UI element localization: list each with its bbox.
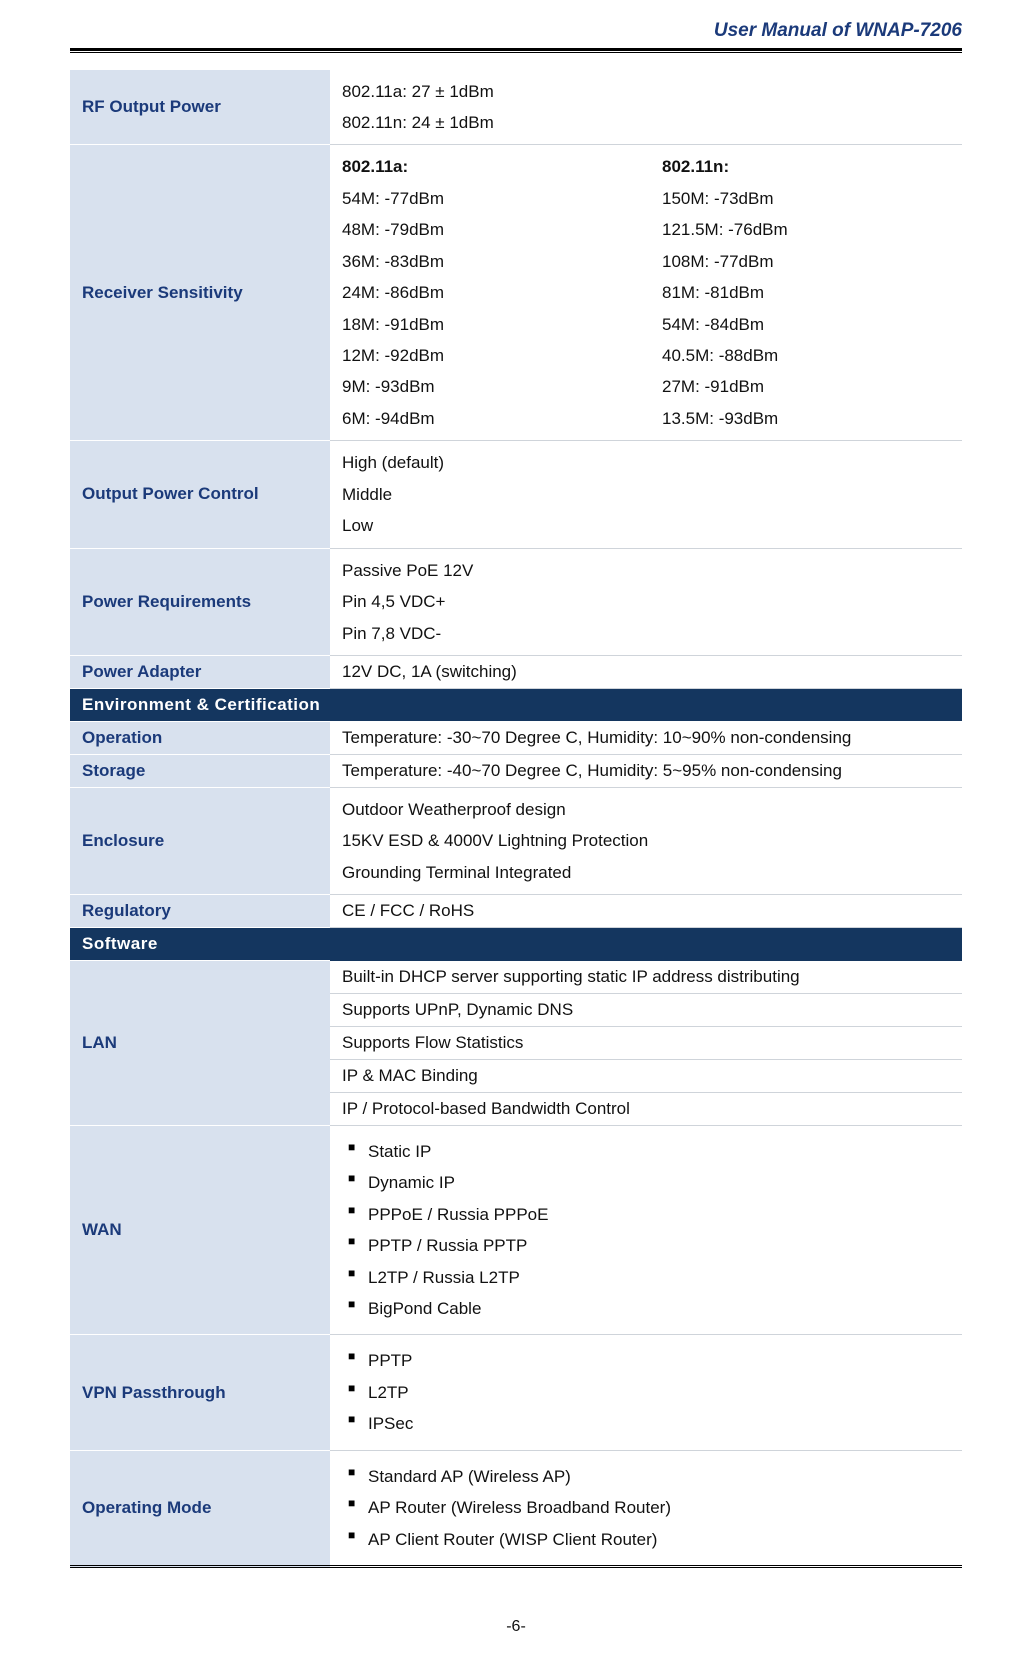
row-value-vpn: PPTP L2TP IPSec: [330, 1335, 962, 1450]
list-item: PPPoE / Russia PPPoE: [342, 1199, 950, 1230]
vpn-list: PPTP L2TP IPSec: [342, 1345, 950, 1439]
list-item: IPSec: [342, 1408, 950, 1439]
section-software: Software: [70, 928, 962, 961]
row-label-storage: Storage: [70, 754, 330, 787]
lan-line: IP / Protocol-based Bandwidth Control: [330, 1092, 962, 1125]
row-label-wan: WAN: [70, 1125, 330, 1335]
heading-a: 802.11a:: [342, 151, 638, 182]
row-label-operation: Operation: [70, 721, 330, 754]
text-line: 121.5M: -76dBm: [662, 214, 950, 245]
row-label-power-req: Power Requirements: [70, 548, 330, 655]
text-line: Grounding Terminal Integrated: [342, 857, 950, 888]
text-line: 15KV ESD & 4000V Lightning Protection: [342, 825, 950, 856]
page: User Manual of WNAP-7206 RF Output Power…: [0, 0, 1032, 1676]
list-item: Standard AP (Wireless AP): [342, 1461, 950, 1492]
opmode-list: Standard AP (Wireless AP) AP Router (Wir…: [342, 1461, 950, 1555]
row-value-opc: High (default) Middle Low: [330, 441, 962, 548]
row-label-regulatory: Regulatory: [70, 895, 330, 928]
heading-n: 802.11n:: [662, 151, 950, 182]
text-line: Pin 7,8 VDC-: [342, 618, 950, 649]
row-label-rf-output: RF Output Power: [70, 70, 330, 145]
text-line: 48M: -79dBm: [342, 214, 638, 245]
lan-line: Supports UPnP, Dynamic DNS: [330, 993, 962, 1026]
row-value-rf-output: 802.11a: 27 ± 1dBm 802.11n: 24 ± 1dBm: [330, 70, 962, 145]
text-line: 81M: -81dBm: [662, 277, 950, 308]
lan-line: IP & MAC Binding: [330, 1059, 962, 1092]
doc-header: User Manual of WNAP-7206: [70, 20, 962, 42]
list-item: Static IP: [342, 1136, 950, 1167]
text-line: 27M: -91dBm: [662, 371, 950, 402]
row-label-enclosure: Enclosure: [70, 787, 330, 894]
text-line: 40.5M: -88dBm: [662, 340, 950, 371]
row-label-vpn: VPN Passthrough: [70, 1335, 330, 1450]
list-item: L2TP / Russia L2TP: [342, 1262, 950, 1293]
text-line: 802.11n: 24 ± 1dBm: [342, 107, 950, 138]
list-item: AP Client Router (WISP Client Router): [342, 1524, 950, 1555]
row-value-regulatory: CE / FCC / RoHS: [330, 895, 962, 928]
row-value-storage: Temperature: -40~70 Degree C, Humidity: …: [330, 754, 962, 787]
list-item: PPTP: [342, 1345, 950, 1376]
lan-line: Supports Flow Statistics: [330, 1026, 962, 1059]
text-line: 36M: -83dBm: [342, 246, 638, 277]
page-number: -6-: [70, 1618, 962, 1636]
text-line: Pin 4,5 VDC+: [342, 586, 950, 617]
row-label-lan: LAN: [70, 961, 330, 1126]
row-value-wan: Static IP Dynamic IP PPPoE / Russia PPPo…: [330, 1125, 962, 1335]
row-label-opc: Output Power Control: [70, 441, 330, 548]
text-line: Low: [342, 510, 950, 541]
text-line: 108M: -77dBm: [662, 246, 950, 277]
text-line: 54M: -77dBm: [342, 183, 638, 214]
section-env-cert: Environment & Certification: [70, 688, 962, 721]
list-item: L2TP: [342, 1377, 950, 1408]
text-line: Middle: [342, 479, 950, 510]
text-line: 6M: -94dBm: [342, 403, 638, 434]
text-line: Outdoor Weatherproof design: [342, 794, 950, 825]
text-line: 54M: -84dBm: [662, 309, 950, 340]
row-value-rx-sens-n: 802.11n: 150M: -73dBm 121.5M: -76dBm 108…: [650, 145, 962, 441]
row-value-rx-sens-a: 802.11a: 54M: -77dBm 48M: -79dBm 36M: -8…: [330, 145, 650, 441]
text-line: 9M: -93dBm: [342, 371, 638, 402]
wan-list: Static IP Dynamic IP PPPoE / Russia PPPo…: [342, 1136, 950, 1325]
row-label-adapter: Power Adapter: [70, 655, 330, 688]
row-label-opmode: Operating Mode: [70, 1450, 330, 1566]
spec-table: RF Output Power 802.11a: 27 ± 1dBm 802.1…: [70, 69, 962, 1568]
lan-line: Built-in DHCP server supporting static I…: [330, 961, 962, 994]
header-rule: [70, 48, 962, 53]
list-item: BigPond Cable: [342, 1293, 950, 1324]
list-item: PPTP / Russia PPTP: [342, 1230, 950, 1261]
row-value-adapter: 12V DC, 1A (switching): [330, 655, 962, 688]
row-value-operation: Temperature: -30~70 Degree C, Humidity: …: [330, 721, 962, 754]
text-line: 13.5M: -93dBm: [662, 403, 950, 434]
row-label-rx-sens: Receiver Sensitivity: [70, 145, 330, 441]
row-value-enclosure: Outdoor Weatherproof design 15KV ESD & 4…: [330, 787, 962, 894]
text-line: High (default): [342, 447, 950, 478]
list-item: Dynamic IP: [342, 1167, 950, 1198]
text-line: 802.11a: 27 ± 1dBm: [342, 76, 950, 107]
row-value-opmode: Standard AP (Wireless AP) AP Router (Wir…: [330, 1450, 962, 1566]
text-line: 18M: -91dBm: [342, 309, 638, 340]
text-line: 150M: -73dBm: [662, 183, 950, 214]
text-line: 24M: -86dBm: [342, 277, 638, 308]
list-item: AP Router (Wireless Broadband Router): [342, 1492, 950, 1523]
text-line: 12M: -92dBm: [342, 340, 638, 371]
row-value-power-req: Passive PoE 12V Pin 4,5 VDC+ Pin 7,8 VDC…: [330, 548, 962, 655]
text-line: Passive PoE 12V: [342, 555, 950, 586]
